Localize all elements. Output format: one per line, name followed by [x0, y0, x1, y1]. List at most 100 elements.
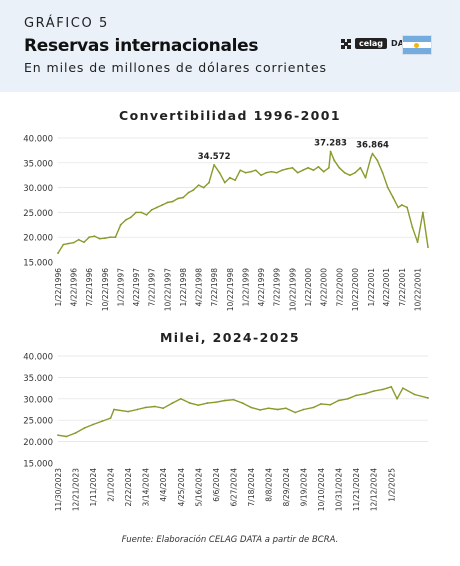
data-point — [402, 387, 404, 389]
x-tick-label: 10/22/2000 — [351, 268, 360, 311]
data-point — [109, 236, 112, 239]
data-point — [421, 211, 424, 214]
data-point — [397, 206, 400, 209]
data-point — [416, 241, 419, 244]
data-point — [171, 402, 174, 404]
data-point — [179, 397, 182, 400]
series-line — [57, 386, 429, 438]
data-point — [275, 171, 278, 174]
data-point — [109, 417, 112, 419]
data-point — [144, 406, 147, 409]
data-point — [208, 181, 210, 184]
data-point — [189, 402, 191, 404]
x-tick-label: 10/10/2024 — [317, 468, 326, 511]
y-tick-label: 20.000 — [23, 234, 53, 244]
data-point — [259, 409, 262, 411]
data-point — [376, 159, 379, 162]
data-point — [57, 434, 59, 437]
data-point — [413, 393, 416, 396]
data-point — [276, 408, 279, 411]
data-point — [150, 209, 153, 211]
y-tick-label: 15.000 — [23, 259, 53, 269]
data-point — [265, 171, 268, 174]
data-point — [254, 169, 257, 172]
data-point — [182, 196, 185, 199]
data-point — [270, 170, 273, 173]
data-point — [312, 169, 315, 172]
x-tick-label: 4/25/2024 — [177, 468, 186, 507]
data-point — [77, 238, 80, 241]
x-tick-label: 10/22/1997 — [163, 268, 172, 311]
data-point — [294, 411, 297, 414]
data-point — [327, 166, 330, 169]
logo-word: celag — [355, 38, 388, 49]
data-point — [224, 399, 226, 402]
data-point — [355, 394, 358, 397]
data-point — [140, 211, 143, 214]
data-point — [390, 385, 393, 388]
data-point — [74, 432, 77, 434]
data-point — [125, 218, 127, 221]
x-tick-label: 4/22/2001 — [382, 268, 391, 307]
data-point — [349, 174, 351, 177]
x-tick-label: 7/22/1997 — [148, 268, 157, 307]
x-tick-label: 7/22/2001 — [398, 268, 407, 307]
data-point — [392, 196, 394, 199]
data-point — [337, 399, 340, 402]
data-point — [400, 204, 403, 206]
data-point — [241, 402, 244, 404]
data-point — [322, 170, 325, 173]
data-point — [359, 166, 362, 169]
data-point — [197, 404, 200, 407]
data-point — [171, 200, 174, 203]
data-point — [329, 403, 332, 406]
data-point — [411, 226, 414, 229]
data-point — [386, 186, 389, 189]
series-line — [57, 150, 429, 254]
data-point — [113, 408, 115, 411]
data-point — [136, 408, 139, 411]
data-point — [343, 171, 346, 174]
data-point — [234, 179, 237, 182]
data-point — [260, 174, 262, 177]
x-tick-label: 4/22/1999 — [257, 268, 266, 307]
header-band: GRÁFICO 5 Reservas internacionales En mi… — [0, 0, 460, 92]
data-point — [213, 164, 216, 166]
y-tick-label: 15.000 — [23, 460, 53, 470]
data-point — [197, 184, 200, 187]
x-tick-label: 8/29/2024 — [282, 468, 291, 507]
data-point — [372, 390, 375, 392]
data-point — [206, 402, 209, 404]
data-point — [156, 206, 158, 209]
x-tick-label: 10/31/2024 — [335, 468, 344, 511]
data-point — [244, 171, 247, 174]
y-tick-label: 40.000 — [23, 135, 53, 145]
data-point — [317, 165, 320, 168]
y-tick-label: 20.000 — [23, 438, 53, 448]
data-point — [176, 197, 179, 200]
celag-logo-icon — [341, 38, 351, 49]
y-tick-label: 25.000 — [23, 209, 53, 219]
x-tick-label: 4/22/1996 — [70, 268, 79, 307]
data-point — [223, 181, 226, 184]
x-tick-label: 8/8/2024 — [264, 468, 273, 502]
data-point — [153, 405, 156, 408]
data-point — [67, 242, 70, 245]
data-point — [72, 241, 75, 244]
x-tick-label: 7/22/2000 — [335, 268, 344, 307]
data-point — [427, 397, 429, 399]
data-point — [285, 407, 287, 410]
data-point — [62, 243, 65, 246]
chart-kicker: GRÁFICO 5 — [24, 16, 109, 31]
x-tick-label: 10/22/1999 — [288, 268, 297, 311]
x-tick-label: 10/22/2001 — [414, 268, 423, 311]
data-point — [250, 406, 252, 409]
data-label: 36.864 — [356, 141, 389, 151]
data-point — [364, 392, 367, 395]
data-point — [135, 211, 137, 214]
data-point — [83, 427, 86, 429]
data-point — [320, 403, 322, 405]
data-point — [381, 388, 384, 391]
data-point — [166, 201, 169, 204]
data-point — [396, 397, 398, 400]
